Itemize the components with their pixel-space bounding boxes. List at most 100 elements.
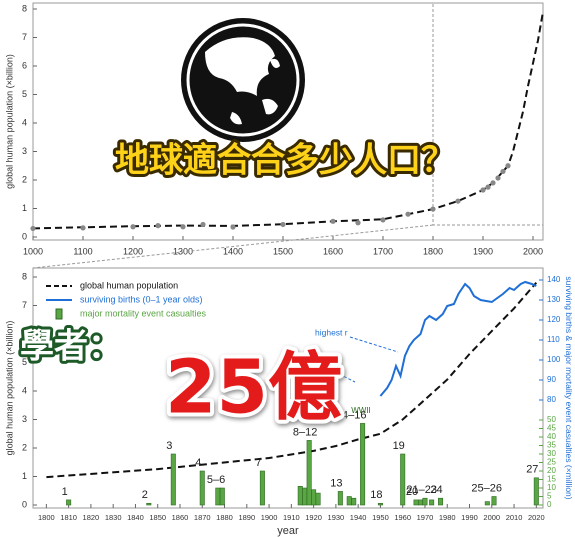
y-tick-label: 0 (22, 231, 27, 241)
y-tick-label: 6 (22, 328, 27, 338)
y-tick-label: 7 (22, 32, 27, 42)
casualty-bar (377, 502, 383, 506)
y-tick-label: 1 (22, 471, 27, 481)
annotation: boom (318, 361, 339, 371)
y-tick-label: 4 (22, 117, 27, 127)
casualty-bar (533, 477, 539, 506)
legend-swatch (55, 308, 63, 320)
x-tick-label: 1880 (216, 513, 233, 522)
x-tick-label: 1500 (273, 246, 293, 256)
casualty-bar (418, 499, 424, 506)
event-label: 24 (430, 484, 442, 496)
population-point (30, 225, 36, 232)
y-tick-label: 5 (22, 357, 27, 367)
y-tick-label: 2 (22, 442, 27, 452)
y3-tick-label: 45 (547, 424, 556, 433)
casualty-bar (306, 440, 312, 506)
x-tick-label: 1990 (461, 513, 478, 522)
x-tick-label: 1920 (305, 513, 322, 522)
population-point (490, 180, 496, 186)
y3-tick-label: 30 (547, 449, 556, 458)
scholar-overlay: 學者： (20, 327, 122, 367)
casualty-bar (146, 502, 152, 506)
casualty-bar (429, 499, 435, 506)
x-tick-label: 2000 (523, 246, 543, 256)
event-label: 21–23 (406, 484, 437, 496)
casualty-bar (170, 453, 176, 506)
event-label: 27 (526, 464, 538, 476)
x-tick-label: 1980 (439, 513, 456, 522)
event-label: 19 (393, 440, 405, 452)
annotation-arrow (334, 371, 356, 383)
x-tick-label: 1900 (473, 246, 493, 256)
casualty-bar (400, 453, 406, 506)
x-tick-label: 1960 (394, 513, 411, 522)
y2-axis-label: surviving births & major mortality event… (564, 276, 574, 499)
casualty-bar (351, 497, 357, 506)
population-point (355, 220, 361, 226)
y-tick-label: 6 (22, 60, 27, 70)
population-point (480, 187, 486, 193)
x-tick-label: 1810 (60, 513, 77, 522)
casualty-bar (438, 497, 444, 506)
population-line (46, 282, 538, 479)
casualty-bar (66, 499, 72, 506)
y-tick-label: 0 (22, 499, 27, 509)
y2-tick-label: 80 (547, 395, 556, 404)
y3-tick-label: 25 (547, 458, 556, 467)
y3-tick-label: 15 (547, 475, 556, 484)
y3-tick-label: 10 (547, 483, 556, 492)
births-line (379, 280, 537, 397)
event-label: 13 (330, 477, 342, 489)
event-label: 20 (406, 486, 418, 498)
population-point (80, 225, 86, 231)
x-tick-label: 1800 (423, 246, 443, 256)
y-tick-label: 5 (22, 89, 27, 99)
casualty-bar (311, 489, 317, 506)
event-label: 18 (370, 489, 382, 501)
x-tick-label: 1860 (172, 513, 189, 522)
y3-tick-label: 0 (547, 500, 552, 509)
y2-tick-label: 130 (547, 295, 561, 304)
population-point (280, 221, 286, 228)
x-tick-label: 1870 (194, 513, 211, 522)
y3-tick-label: 50 (547, 415, 556, 424)
y2-tick-label: 110 (547, 335, 560, 344)
question-overlay: 地球適合合多少人口？ (115, 141, 455, 181)
y3-tick-label: 40 (547, 432, 556, 441)
x-tick-label: 1900 (261, 513, 278, 522)
y-tick-label: 8 (22, 3, 27, 13)
y2-tick-label: 90 (547, 375, 556, 384)
x-tick-label: 1950 (372, 513, 389, 522)
casualty-bar (199, 470, 205, 506)
population-point (485, 184, 491, 190)
casualty-bar (337, 491, 343, 506)
x-tick-label: 1800 (38, 513, 55, 522)
x-tick-label: 1940 (350, 513, 367, 522)
casualty-bar (315, 492, 321, 506)
x-tick-label: 1820 (83, 513, 100, 522)
population-point (380, 217, 386, 223)
event-label: 8–12 (293, 426, 317, 438)
event-label: 5–6 (207, 474, 225, 486)
event-label: 4 (195, 457, 201, 469)
event-label: 7 (255, 457, 261, 469)
plot-frame (32, 267, 544, 509)
x-tick-label: 1200 (123, 246, 143, 256)
x-tick-label: 1840 (127, 513, 144, 522)
y-tick-label: 7 (22, 300, 27, 310)
population-point (455, 198, 461, 204)
population-point (330, 218, 336, 224)
plot-frame (32, 2, 544, 241)
x-tick-label: 1700 (373, 246, 393, 256)
y-tick-label: 2 (22, 174, 27, 184)
y3-tick-label: 5 (547, 492, 552, 501)
population-point (230, 224, 236, 230)
x-tick-label: 2000 (483, 513, 500, 522)
x-tick-label: 1000 (23, 246, 43, 256)
y-tick-label: 1 (22, 203, 27, 213)
population-point (180, 224, 186, 230)
x-tick-label: 1100 (73, 246, 92, 256)
annotation: baby (318, 350, 337, 360)
